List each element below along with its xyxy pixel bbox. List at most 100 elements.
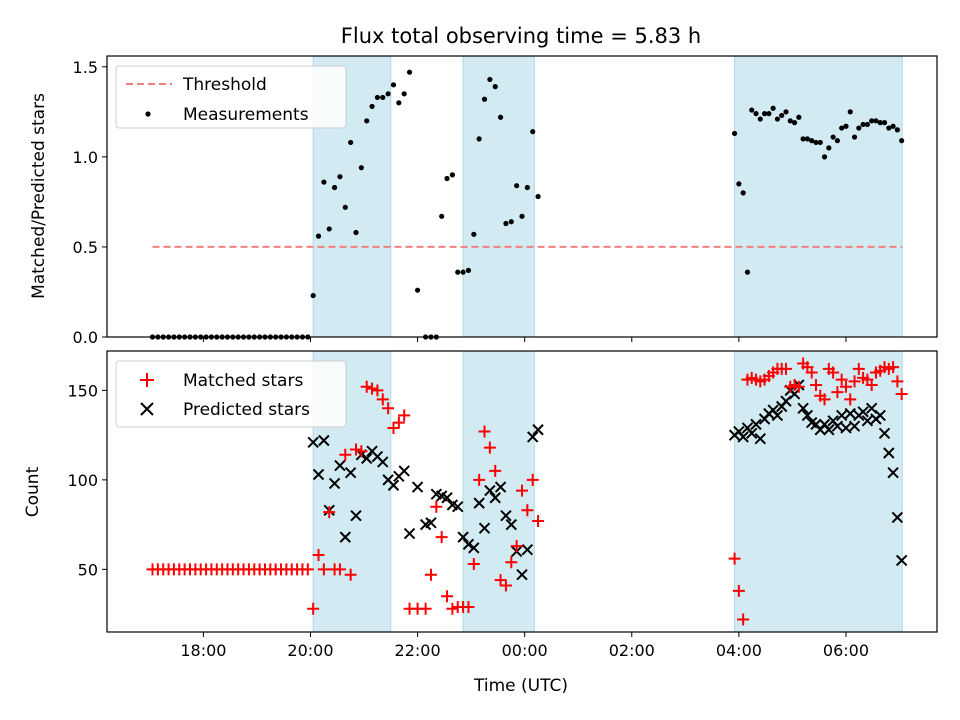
top-window-2 [462,55,535,338]
predicted-point [831,420,844,432]
matched-point [489,464,502,477]
predicted-point [754,432,766,445]
measurement-point [839,125,845,131]
matched-point [779,362,792,375]
matched-point [430,500,443,513]
matched-point [323,506,336,519]
measurement-point [471,231,477,237]
matched-legend-swatch [140,373,154,387]
x-tick-label: 06:00 [823,641,869,660]
predicted-point [398,465,410,477]
measurement-point [337,174,343,180]
bottom-x-ticks: 18:00 20:00 22:00 00:00 02:00 04:00 06:00 [180,632,869,660]
predicted-point [318,434,330,447]
x-tick-label: 04:00 [716,641,762,660]
measurement-point [731,130,738,137]
predicted-point [452,501,464,513]
measurement-point [460,269,466,275]
matched-point [478,425,491,438]
x-tick-label: 22:00 [395,641,441,660]
matched-point [387,421,400,434]
predicted-point [771,409,784,422]
measurement-point [535,193,541,200]
predicted-point [307,436,319,448]
bottom-window-3 [734,350,903,633]
predicted-point [532,424,544,436]
matched-point [805,366,818,379]
measurement-point [342,204,348,210]
measurement-point [353,229,359,236]
predicted-point [840,422,852,434]
measurement-point [881,120,888,126]
matched-point [424,568,437,581]
measurement-point [487,76,493,83]
matched-legend-label: Matched stars [183,371,303,391]
matched-point [891,375,904,388]
measurement-point [406,69,413,75]
predicted-point [425,517,437,529]
matched-point [382,402,395,415]
matched-points [146,357,908,626]
top-y-tick-label: 1.5 [73,58,98,77]
measurement-point [401,91,407,97]
predicted-point [750,418,762,431]
measurement-point [444,175,450,182]
measurement-point [899,138,905,144]
measurement-point [492,84,498,90]
measurement-point [414,287,421,293]
predicted-point [887,466,899,479]
top-legend: Threshold Measurements [115,65,347,129]
measurement-point [310,292,316,299]
measurement-point [860,121,866,128]
predicted-point [521,543,534,556]
predicted-legend-label: Predicted stars [183,400,310,420]
matched-point [355,445,368,458]
measurement-point [374,94,381,101]
predicted-point [494,481,507,493]
measurement-point [826,145,832,151]
predicted-point [505,518,517,531]
measurement-point [886,125,892,131]
measurement-point [321,179,327,185]
bottom-plot-frame [106,350,938,633]
measurements-legend-swatch [145,111,151,117]
bottom-y-tick-label: 100 [67,471,98,490]
measurement-point [524,184,530,191]
top-observing-windows [312,55,903,338]
matched-point [494,574,507,587]
measurement-point [503,220,509,227]
predicted-point [462,538,475,551]
measurement-point [783,109,789,115]
predicted-point [883,447,895,459]
top-legend-box [115,65,347,129]
bottom-legend: Matched stars Predicted stars [115,360,347,428]
predicted-point [489,492,501,504]
predicted-point [891,511,904,524]
measurement-point [744,269,751,275]
measurement-point [749,107,755,113]
measurement-point [851,134,858,140]
matched-point [441,590,454,603]
predicted-legend-swatch [140,402,154,416]
measurement-point [331,184,338,191]
predicted-point [500,509,512,522]
matched-point [831,386,844,399]
measurement-point [890,123,896,129]
predicted-point [411,481,424,493]
predicted-point [312,468,325,481]
measurement-point [804,136,811,142]
predicted-point [377,456,389,468]
measurement-point [791,120,798,126]
ratio-panel: 0.0 0.5 1.0 1.5 Matched/Predicted stars Thr… [29,55,938,347]
measurement-point [864,121,870,128]
matched-point [419,602,432,615]
matched-point [307,602,320,615]
predicted-point [339,531,351,543]
matched-point [865,379,878,392]
measurement-point [465,267,472,273]
measurement-point [761,111,768,117]
measurement-point [770,105,776,111]
matched-point [366,382,379,395]
matched-point [737,613,750,626]
